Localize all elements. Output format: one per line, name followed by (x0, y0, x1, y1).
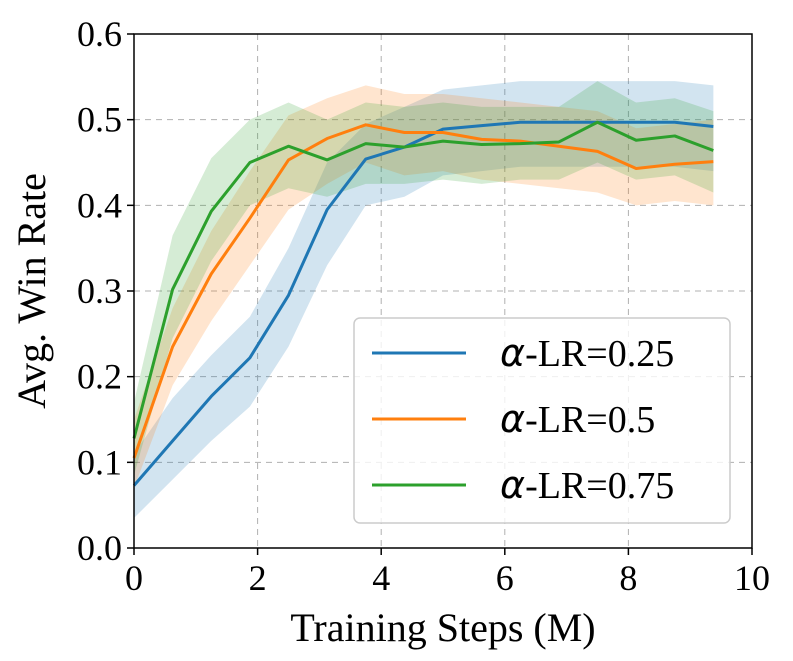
y-tick-label: 0.0 (77, 528, 122, 568)
series-line (132, 123, 714, 459)
confidence-band (134, 81, 714, 476)
x-tick-label: 2 (249, 558, 267, 598)
x-tick-label: 10 (734, 558, 770, 598)
x-axis-ticks: 0 2 4 6 8 10 (125, 548, 770, 598)
series-line (132, 120, 714, 439)
y-axis-ticks: 0.0 0.1 0.2 0.3 0.4 0.5 0.6 (77, 14, 134, 568)
y-tick-label: 0.5 (77, 100, 122, 140)
legend-alpha-symbol: α (500, 331, 525, 375)
series-line (132, 120, 714, 487)
confidence-band (134, 85, 714, 489)
y-axis-label: Avg. Win Rate (9, 173, 54, 409)
legend-label-text: -LR=0.5 (525, 399, 655, 441)
legend-box (353, 317, 731, 524)
series-lines (132, 120, 714, 487)
confidence-band (134, 81, 714, 519)
legend-label-text: -LR=0.75 (525, 465, 674, 507)
x-tick-label: 6 (496, 558, 514, 598)
y-tick-label: 0.6 (77, 14, 122, 54)
y-tick-label: 0.3 (77, 271, 122, 311)
legend-label: α-LR=0.75 (500, 463, 674, 507)
y-tick-label: 0.2 (77, 357, 122, 397)
confidence-bands (134, 81, 714, 519)
x-tick-label: 0 (125, 558, 143, 598)
legend-label-text: -LR=0.25 (525, 333, 674, 375)
x-tick-label: 8 (619, 558, 637, 598)
legend-alpha-symbol: α (500, 397, 525, 441)
y-tick-label: 0.4 (77, 185, 122, 225)
x-axis-label: Training Steps (M) (290, 605, 595, 650)
legend-label: α-LR=0.5 (500, 397, 655, 441)
legend: α-LR=0.25α-LR=0.5α-LR=0.75 (353, 317, 731, 524)
y-tick-label: 0.1 (77, 442, 122, 482)
legend-label: α-LR=0.25 (500, 331, 674, 375)
x-tick-label: 4 (372, 558, 390, 598)
legend-alpha-symbol: α (500, 463, 525, 507)
